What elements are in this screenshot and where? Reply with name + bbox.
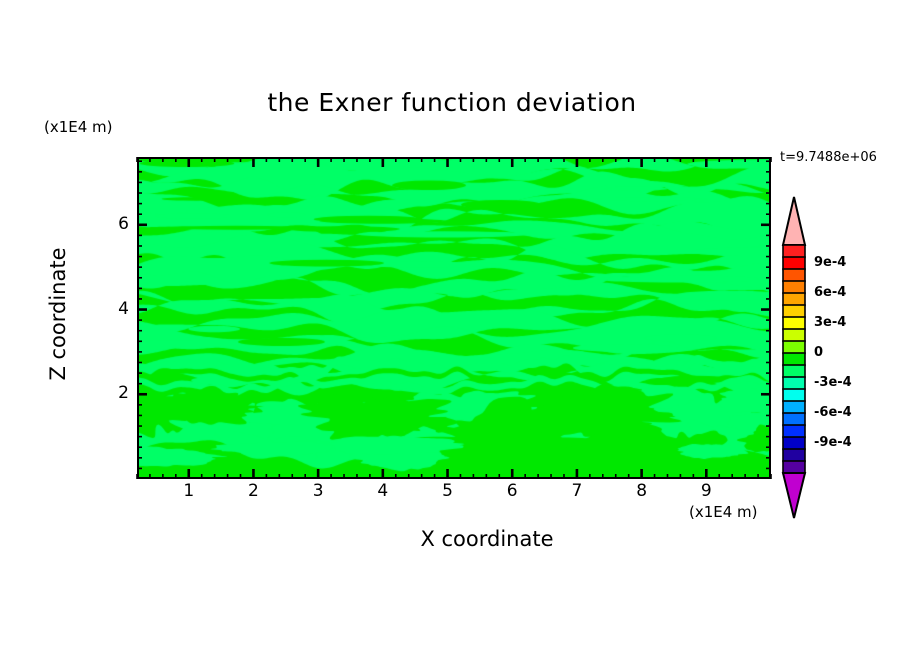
colorbar: [779, 195, 809, 520]
colorbar-band: [782, 460, 806, 475]
colorbar-swatches: [781, 196, 807, 519]
colorbar-band: [782, 388, 806, 403]
colorbar-label: 0: [814, 345, 824, 360]
colorbar-band: [782, 436, 806, 451]
x-tick-label: 1: [183, 481, 195, 501]
x-tick-label: 8: [636, 481, 648, 501]
colorbar-band: [782, 340, 806, 355]
colorbar-band: [782, 244, 806, 259]
colorbar-label: -9e-4: [814, 435, 852, 450]
page-title: the Exner function deviation: [267, 88, 637, 117]
contour-plot-area: [137, 157, 771, 479]
y-tick-label: 4: [118, 298, 129, 319]
colorbar-band: [782, 256, 806, 271]
colorbar-over-arrow: [781, 196, 807, 246]
colorbar-label: -6e-4: [814, 405, 852, 420]
colorbar-label: -3e-4: [814, 375, 852, 390]
colorbar-tick-labels: 9e-4 6e-4 3e-4 0 -3e-4 -6e-4 -9e-4: [814, 195, 900, 520]
colorbar-band: [782, 424, 806, 439]
colorbar-label: 6e-4: [814, 285, 847, 300]
x-tick-label: 6: [506, 481, 518, 501]
x-tick-label: 7: [571, 481, 583, 501]
colorbar-label: 3e-4: [814, 315, 847, 330]
x-tick-label: 2: [248, 481, 259, 501]
colorbar-band: [782, 268, 806, 283]
x-tick-label: 4: [377, 481, 389, 501]
colorbar-band: [782, 364, 806, 379]
colorbar-band: [782, 400, 806, 415]
colorbar-band: [782, 292, 806, 307]
x-axis-unit-label: (x1E4 m): [689, 503, 758, 521]
time-annotation: t=9.7488e+06: [780, 150, 877, 165]
x-tick-label: 5: [442, 481, 453, 501]
colorbar-band: [782, 448, 806, 463]
y-axis-title: Z coordinate: [46, 247, 70, 381]
contour-field: [139, 159, 769, 477]
colorbar-band: [782, 316, 806, 331]
x-tick-label: 3: [312, 481, 324, 501]
colorbar-band: [782, 352, 806, 367]
colorbar-band: [782, 280, 806, 295]
y-axis-unit-label: (x1E4 m): [44, 118, 113, 136]
y-tick-label: 6: [118, 213, 129, 234]
x-tick-label: 9: [700, 481, 712, 501]
colorbar-band: [782, 304, 806, 319]
colorbar-label: 9e-4: [814, 255, 847, 270]
colorbar-band: [782, 412, 806, 427]
colorbar-under-arrow: [781, 472, 807, 519]
colorbar-band: [782, 328, 806, 343]
y-tick-label: 2: [118, 383, 129, 404]
colorbar-band: [782, 376, 806, 391]
x-axis-title: X coordinate: [420, 527, 554, 551]
